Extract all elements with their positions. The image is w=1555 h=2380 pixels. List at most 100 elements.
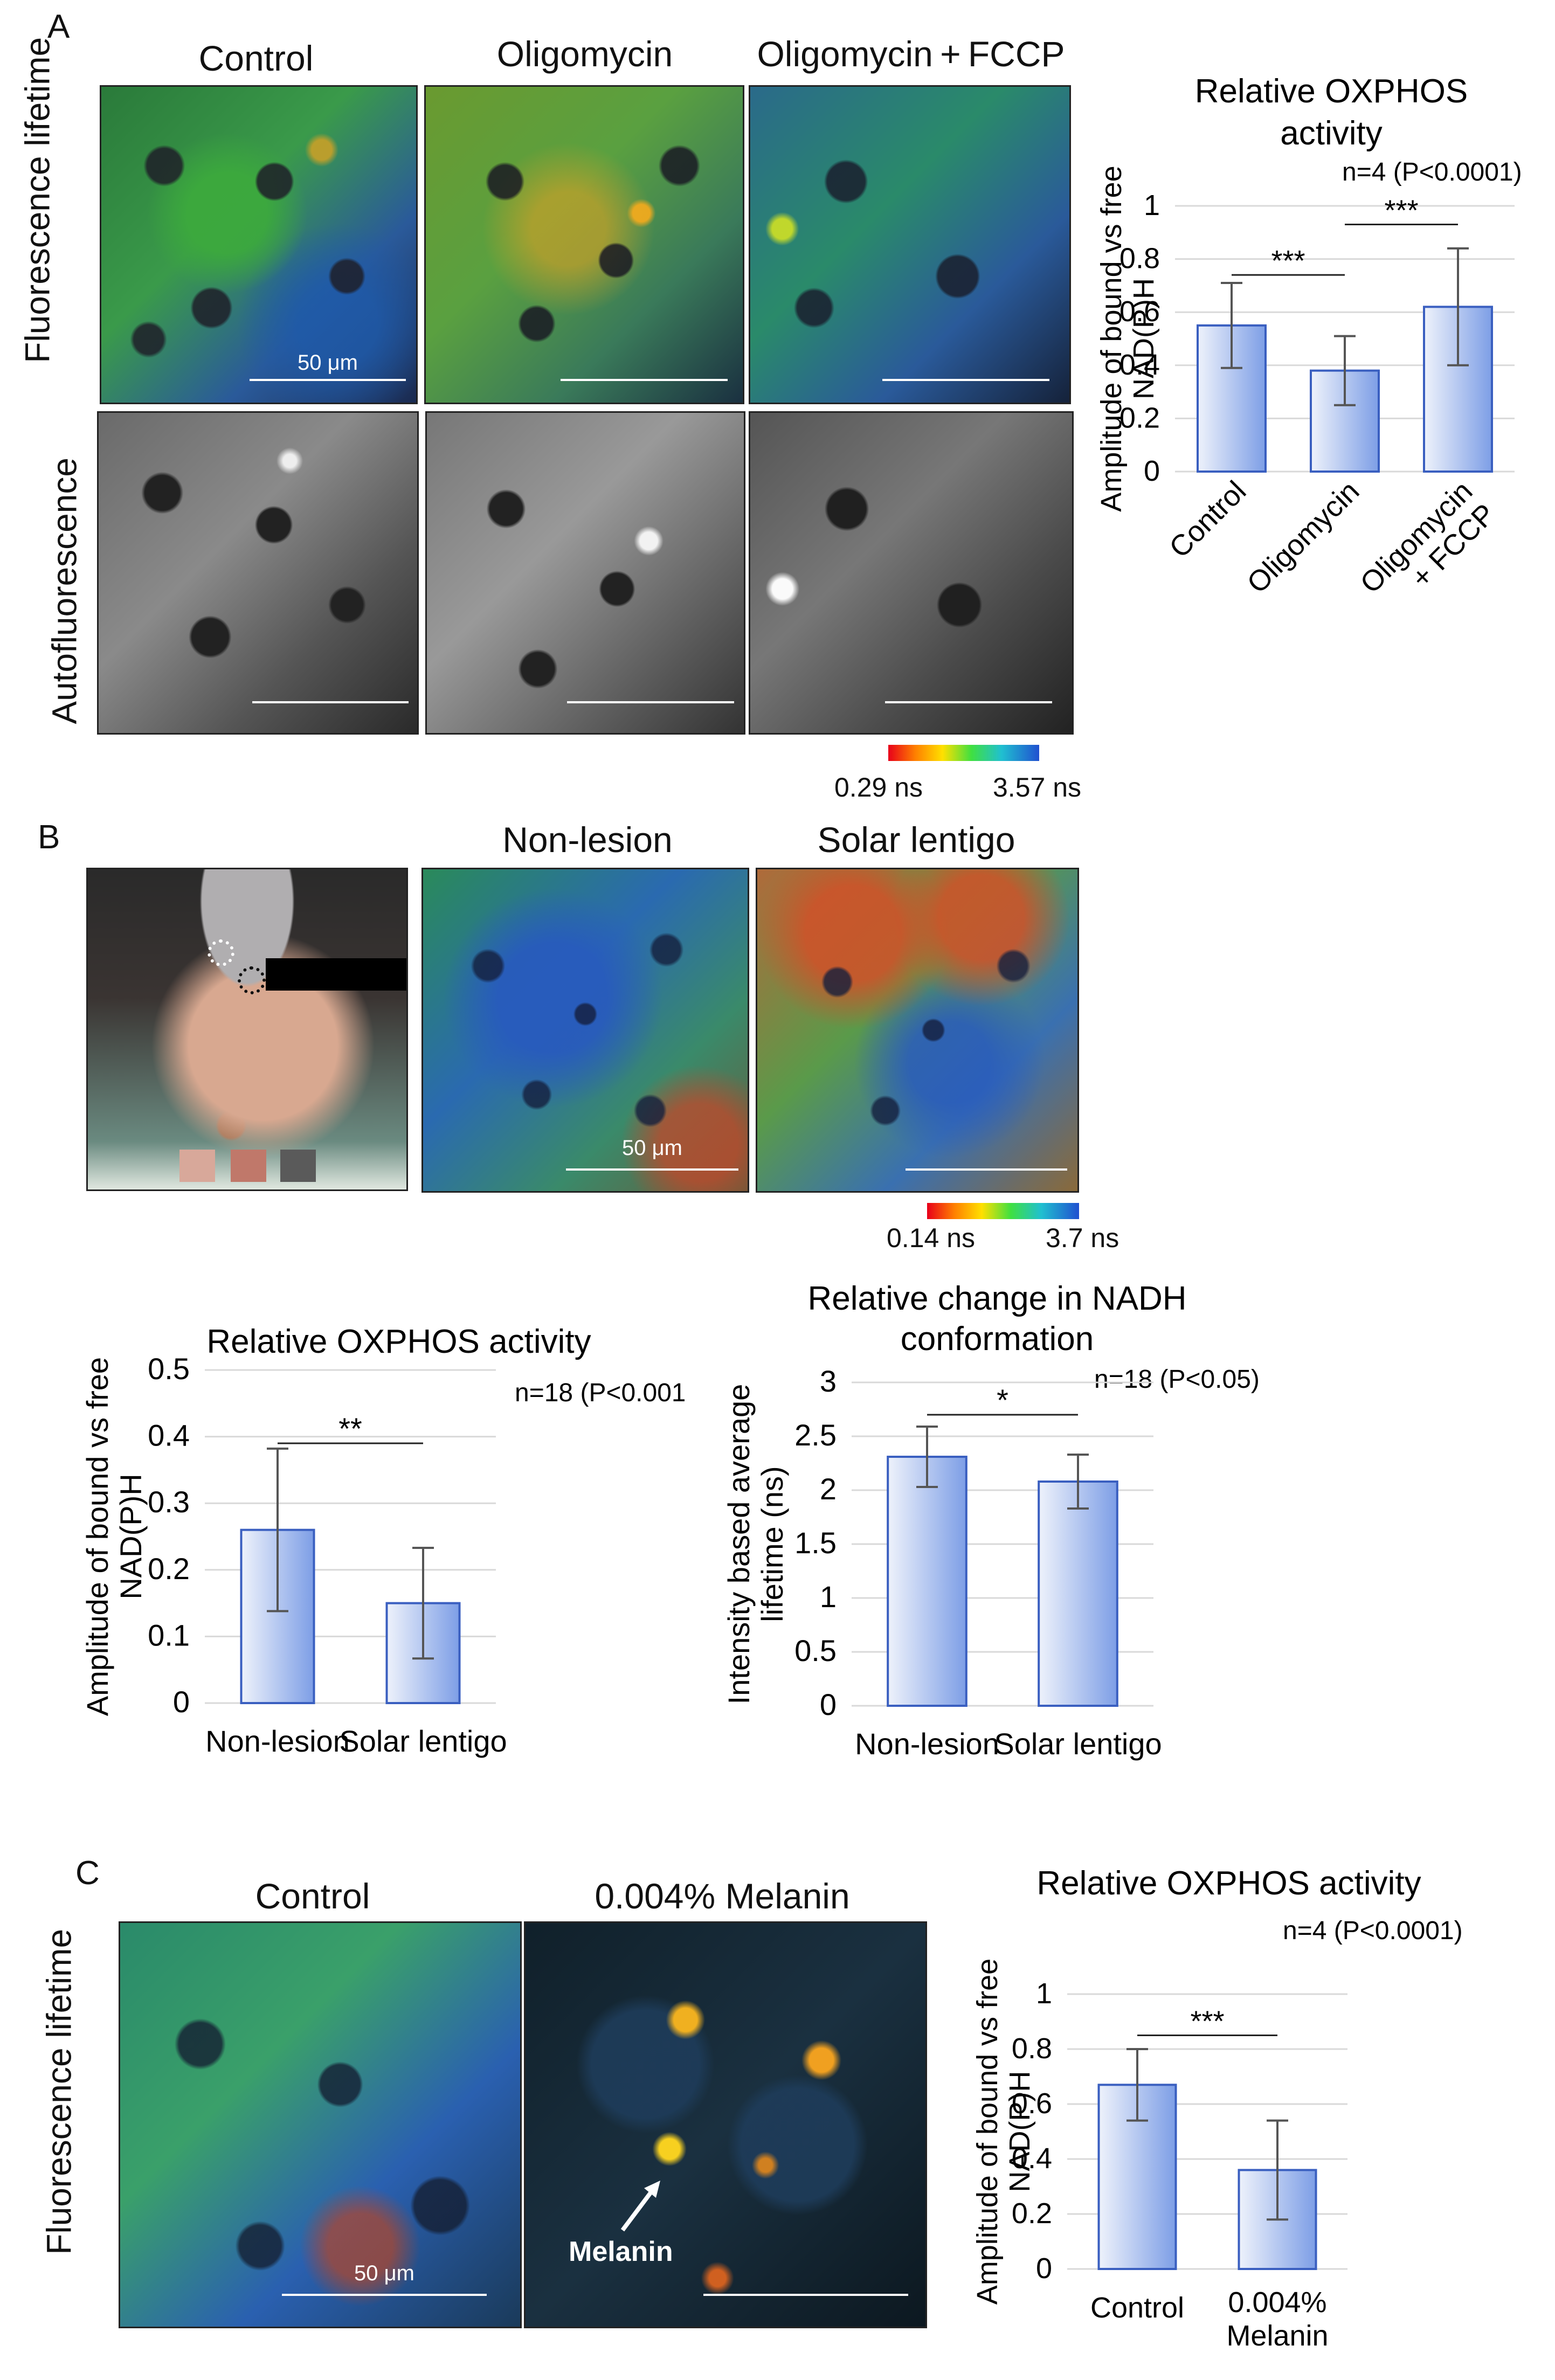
y-axis-label: Amplitude of bound vs freeNAD(P)H (80, 1357, 148, 1716)
chart-title: Relative change in NADH (807, 1280, 1186, 1317)
scale-bar (282, 2294, 487, 2296)
color-swatch (231, 1150, 266, 1182)
y-tick-label: 1 (1036, 1977, 1052, 2010)
chart-title: Relative OXPHOS (1195, 73, 1468, 110)
scale-bar (567, 701, 734, 703)
colorbar-b-min: 0.14 ns (887, 1223, 976, 1253)
x-tick-label: Non-lesion (205, 1724, 350, 1758)
chart-title: conformation (901, 1320, 1094, 1358)
non-lesion-circle-marker (208, 939, 234, 966)
col-title-solar-lentigo: Solar lentigo (817, 820, 1015, 860)
y-tick-label: 0.1 (148, 1618, 190, 1652)
y-tick-label: 0.5 (794, 1634, 837, 1668)
col-title-oligomycin-fccp: Oligomycin + FCCP (757, 34, 1065, 74)
y-tick-label: 0.6 (1119, 295, 1160, 328)
row-label-fluorescence-lifetime: Fluorescence lifetime (18, 37, 57, 363)
image-af-control (97, 411, 419, 735)
col-title-control-c: Control (255, 1876, 370, 1916)
y-tick-label: 0.4 (148, 1419, 190, 1452)
row-label-autofluorescence: Autofluorescence (45, 458, 84, 724)
y-tick-label: 0.6 (1012, 2087, 1052, 2120)
y-tick-label: 0.8 (1012, 2032, 1052, 2065)
image-fl-oligomycin-fccp (749, 85, 1071, 404)
y-tick-label: 0.5 (148, 1352, 190, 1386)
y-tick-label: 0.4 (1119, 349, 1160, 381)
scale-bar (250, 379, 406, 381)
chart-note: n=4 (P<0.0001) (1283, 1917, 1463, 1945)
x-tick-label: Control (1090, 2292, 1184, 2324)
panel-letter-a: A (47, 8, 70, 45)
chart-a: Relative OXPHOS activity n=4 (P<0.0001) 0 0.… (1095, 73, 1522, 622)
scale-bar (906, 1168, 1067, 1171)
image-fl-non-lesion: 50 μm (421, 868, 749, 1193)
significance-label: ** (338, 1412, 362, 1445)
scale-bar (561, 379, 728, 381)
image-af-oligomycin-fccp (749, 411, 1074, 735)
y-axis-label: Amplitude of bound vs freeNAD(P)H (971, 1959, 1036, 2305)
y-tick-label: 0.2 (1012, 2197, 1052, 2230)
significance-label: *** (1190, 2005, 1224, 2038)
y-tick-label: 2 (820, 1472, 837, 1506)
col-title-oligomycin: Oligomycin (496, 34, 673, 74)
col-title-non-lesion: Non-lesion (502, 820, 673, 860)
x-tick-label: Solar lentigo (339, 1724, 507, 1758)
solar-lentigo-circle-marker (238, 966, 266, 994)
patient-photo (86, 868, 408, 1191)
y-tick-label: 0 (1144, 455, 1160, 487)
x-tick-label: Solar lentigo (994, 1727, 1162, 1761)
x-tick-label: Control (1163, 475, 1253, 564)
y-tick-label: 0.2 (148, 1552, 190, 1586)
image-fl-solar-lentigo (756, 868, 1079, 1193)
y-tick-label: 1.5 (794, 1526, 837, 1560)
panel-letter-b: B (38, 819, 60, 856)
color-swatch (280, 1150, 316, 1182)
scale-bar (566, 1168, 738, 1171)
y-tick-label: 0.4 (1012, 2142, 1052, 2175)
colorbar-a-min: 0.29 ns (834, 772, 923, 802)
x-tick-label: Oligomycin+ FCCP (1354, 475, 1502, 622)
scale-bar (882, 379, 1049, 381)
color-swatch (179, 1150, 215, 1182)
col-title-control: Control (198, 38, 314, 78)
scale-label: 50 μm (622, 1136, 682, 1160)
y-tick-label: 0 (820, 1687, 837, 1721)
bar (1038, 1480, 1118, 1707)
scale-bar (885, 701, 1052, 703)
y-tick-label: 2.5 (794, 1418, 837, 1452)
significance-label: *** (1271, 245, 1305, 277)
chart-title: Relative OXPHOS activity (1036, 1865, 1421, 1902)
significance-label: * (997, 1383, 1008, 1417)
privacy-bar (266, 958, 406, 991)
y-tick-label: 0 (1036, 2252, 1052, 2285)
image-af-oligomycin (425, 411, 745, 735)
significance-label: *** (1384, 195, 1418, 227)
scale-bar (252, 701, 409, 703)
y-axis-label: Intensity based averagelifetime (ns) (722, 1384, 789, 1705)
image-fl-control-c: 50 μm (119, 1921, 522, 2328)
colorbar-b-max: 3.7 ns (1046, 1223, 1119, 1253)
chart-note: n=18 (P<0.001) (515, 1379, 685, 1407)
image-fl-melanin: Melanin (524, 1921, 927, 2328)
image-fl-control: 50 μm (100, 85, 418, 404)
colorbar-b (927, 1203, 1079, 1219)
chart-note: n=4 (P<0.0001) (1342, 158, 1522, 186)
bar (887, 1456, 967, 1707)
panel-letter-c: C (75, 1855, 100, 1892)
y-tick-label: 0.3 (148, 1485, 190, 1519)
chart-c: Relative OXPHOS activity n=4 (P<0.0001) 0 0… (971, 1865, 1463, 2352)
y-tick-label: 3 (820, 1364, 837, 1398)
chart-b1: Relative OXPHOS activity n=18 (P<0.001) 0 0… (80, 1323, 685, 1758)
y-tick-label: 0 (173, 1685, 190, 1719)
colorbar-a (888, 745, 1039, 761)
melanin-label: Melanin (569, 2236, 673, 2267)
x-tick-label: Non-lesion (855, 1727, 999, 1761)
scale-label: 50 μm (298, 351, 358, 375)
chart-b2: Relative change in NADHconformationn=18 … (722, 1280, 1260, 1761)
x-tick-label: 0.004% Melanin (1226, 2286, 1328, 2352)
image-fl-oligomycin (424, 85, 744, 404)
y-tick-label: 1 (1144, 189, 1160, 222)
chart-title: Relative OXPHOS activity (206, 1323, 591, 1360)
melanin-arrow-icon (620, 2181, 660, 2232)
y-tick-label: 1 (820, 1580, 837, 1614)
y-axis-label: Amplitude of bound vs freeNAD(P)H (1095, 165, 1160, 511)
